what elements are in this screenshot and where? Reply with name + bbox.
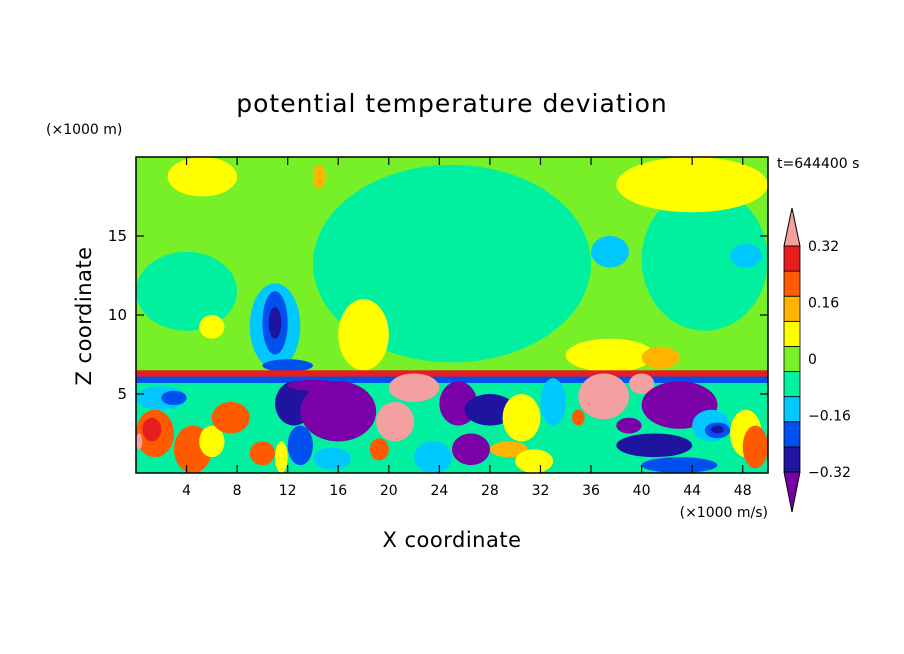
contour-region xyxy=(711,425,724,434)
colorbar-swatch xyxy=(783,446,801,473)
x-tick-label: 36 xyxy=(582,483,600,499)
y-unit-label: (×1000 m) xyxy=(46,122,122,138)
colorbar-label: 0.16 xyxy=(808,296,839,312)
contour-region xyxy=(730,243,762,268)
y-tick-label: 5 xyxy=(117,385,127,403)
contour-region xyxy=(641,188,768,331)
contour-region xyxy=(388,373,440,402)
contour-region xyxy=(628,373,655,395)
y-tick-label: 15 xyxy=(108,227,127,245)
x-tick-label: 4 xyxy=(182,483,191,499)
contour-region xyxy=(312,164,326,189)
contour-region xyxy=(287,425,313,466)
contour-region xyxy=(578,373,629,420)
contour-region xyxy=(136,251,238,331)
chart-title: potential temperature deviation xyxy=(236,89,667,118)
contour-region xyxy=(199,315,225,339)
colorbar-label: 0.32 xyxy=(808,239,839,255)
colorbar-swatch xyxy=(783,295,801,322)
x-tick-label: 40 xyxy=(633,483,651,499)
contour-region xyxy=(369,438,389,461)
x-tick-label: 8 xyxy=(233,483,242,499)
contour-region xyxy=(161,390,187,406)
contour-region xyxy=(742,425,768,469)
contour-region xyxy=(502,394,541,442)
contour-region xyxy=(452,433,490,466)
colorbar-swatch xyxy=(783,320,801,347)
contour-region xyxy=(136,376,768,383)
x-tick-label: 32 xyxy=(532,483,550,499)
colorbar-swatch xyxy=(783,421,801,448)
contour-region xyxy=(515,449,554,473)
colorbar-swatch xyxy=(783,245,801,272)
contour-region xyxy=(167,157,238,197)
y-axis: 5 10 15 xyxy=(108,227,768,403)
y-tick-label: 10 xyxy=(108,306,127,324)
contour-region xyxy=(591,236,629,268)
contour-region xyxy=(616,433,693,458)
contour-region xyxy=(300,381,377,442)
contour-region xyxy=(136,370,768,379)
contour-region xyxy=(376,401,415,442)
contour-region xyxy=(136,433,143,450)
contour-region xyxy=(275,441,288,473)
x-unit-label: (×1000 m/s) xyxy=(680,505,768,521)
contour-region xyxy=(616,417,642,434)
colorbar-swatch xyxy=(783,346,801,372)
contour-region xyxy=(464,394,516,426)
x-tick-label: 24 xyxy=(430,483,448,499)
x-tick-label: 28 xyxy=(481,483,499,499)
contour-region xyxy=(489,441,528,458)
x-tick-label: 48 xyxy=(734,483,752,499)
x-axis-label: X coordinate xyxy=(382,528,521,552)
contour-regions xyxy=(136,157,768,473)
contour-region xyxy=(312,447,351,470)
plot-area xyxy=(136,157,768,473)
x-tick-label: 12 xyxy=(279,483,297,499)
contour-region xyxy=(565,338,655,372)
contour-region xyxy=(249,441,276,466)
x-tick-label: 44 xyxy=(683,483,701,499)
colorbar-swatch xyxy=(783,396,801,423)
colorbar-label: −0.16 xyxy=(808,409,851,425)
colorbar-extend-high xyxy=(783,207,801,247)
time-label: t=644400 s xyxy=(777,156,859,172)
y-axis-label: Z coordinate xyxy=(72,246,96,385)
contour-region xyxy=(572,409,585,426)
colorbar-extend-low xyxy=(783,471,801,513)
contour-region xyxy=(641,346,680,369)
contour-region xyxy=(268,307,282,339)
x-tick-label: 20 xyxy=(380,483,398,499)
contour-region xyxy=(262,359,313,372)
colorbar-swatch xyxy=(783,270,801,297)
colorbar-label: 0 xyxy=(808,352,817,368)
colorbar-label: −0.32 xyxy=(808,465,851,481)
contour-region xyxy=(199,425,225,458)
contour-region xyxy=(641,457,718,473)
contour-region xyxy=(338,299,389,371)
x-axis: 4 8 12 16 20 24 28 32 36 40 44 48 xyxy=(182,157,752,499)
contour-region xyxy=(414,441,452,473)
contour-region xyxy=(287,379,339,391)
x-tick-label: 16 xyxy=(329,483,347,499)
contour-region xyxy=(211,401,250,434)
contour-region xyxy=(142,417,162,442)
contour-region xyxy=(616,157,768,213)
contour-region xyxy=(540,378,566,426)
colorbar-swatch xyxy=(783,371,801,398)
colorbar: 0.32 0.16 0 −0.16 −0.32 xyxy=(783,207,851,513)
